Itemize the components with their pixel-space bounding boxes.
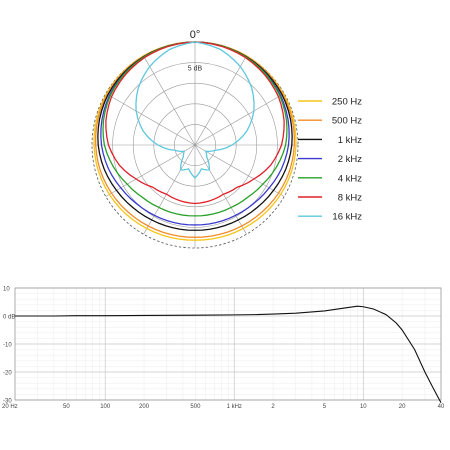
- polar-legend: 250 Hz 500 Hz 1 kHz 2 kHz 4 kHz 8 kHz 16 kHz: [298, 97, 362, 223]
- legend-label-1-khz: 1 kHz: [338, 135, 363, 146]
- freq-x-tick-label: 20 Hz: [2, 404, 18, 410]
- polar-curve-2-khz: [100, 41, 290, 226]
- polar-pattern-chart: 0° 5 dB: [91, 29, 299, 249]
- polar-spoke-210: [143, 144, 196, 235]
- freq-x-tick-label: 20: [399, 404, 406, 410]
- freq-x-tick-label: 1 kHz: [227, 404, 242, 410]
- polar-spoke-240: [105, 144, 196, 197]
- legend-label-500-hz: 500 Hz: [332, 116, 362, 127]
- polar-curve-1-khz: [97, 41, 293, 231]
- freq-x-tick-label: 200: [139, 404, 150, 410]
- polar-curve-4-khz: [102, 41, 288, 217]
- polar-curve-500-hz: [95, 41, 295, 238]
- polar-top-label: 0°: [190, 29, 201, 41]
- freq-x-tick-label: 40: [438, 404, 445, 410]
- legend-label-2-khz: 2 kHz: [338, 154, 363, 165]
- legend-label-250-hz: 250 Hz: [332, 97, 362, 108]
- freq-y-tick-label: 0 dB: [3, 315, 15, 321]
- freq-x-tick-label: 2: [271, 404, 275, 410]
- polar-spoke-120: [194, 144, 285, 197]
- freq-response-curve: [15, 305, 442, 404]
- polar-spoke-330: [143, 55, 196, 146]
- legend-label-8-khz: 8 kHz: [338, 193, 363, 204]
- polar-curve-16-khz: [135, 41, 255, 179]
- legend-label-16-khz: 16 kHz: [332, 212, 362, 223]
- polar-spoke-300: [105, 93, 196, 146]
- polar-spoke-150: [194, 144, 247, 235]
- freq-y-tick-label: -10: [3, 343, 12, 349]
- legend-label-4-khz: 4 kHz: [338, 173, 363, 184]
- polar-spoke-60: [194, 93, 285, 146]
- polar-curve-250-hz: [93, 41, 297, 241]
- polar-spoke-30: [194, 55, 247, 146]
- freq-x-tick-label: 100: [100, 404, 111, 410]
- freq-x-tick-label: 10: [360, 404, 367, 410]
- freq-x-tick-label: 5: [323, 404, 327, 410]
- freq-y-tick-label: -20: [3, 371, 12, 377]
- polar-curve-8-khz: [105, 41, 285, 205]
- freq-y-tick-label: 10: [3, 287, 10, 293]
- freq-y-tick-label: -30: [3, 399, 12, 405]
- freq-x-tick-label: 500: [190, 404, 201, 410]
- polar-ring-label: 5 dB: [188, 66, 203, 73]
- freq-frame: [14, 287, 442, 401]
- freq-x-tick-label: 50: [63, 404, 70, 410]
